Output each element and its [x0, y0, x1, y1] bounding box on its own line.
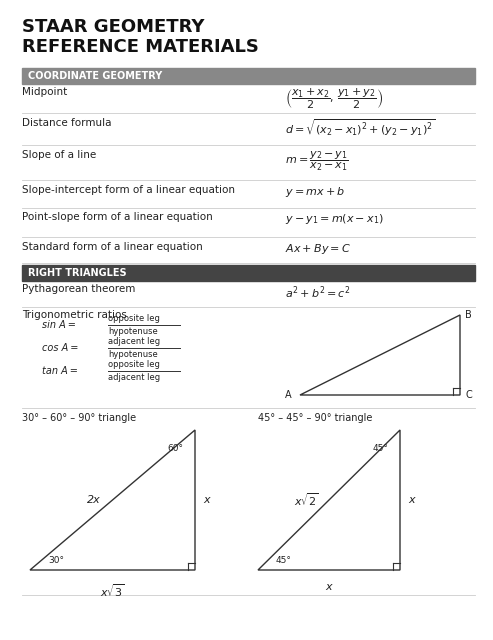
- Text: $x\sqrt{3}$: $x\sqrt{3}$: [100, 582, 125, 599]
- Text: cos A =: cos A =: [42, 343, 78, 353]
- Text: Point-slope form of a linear equation: Point-slope form of a linear equation: [22, 212, 213, 222]
- Text: hypotenuse: hypotenuse: [108, 350, 158, 359]
- Text: $d = \sqrt{(x_2-x_1)^2+(y_2-y_1)^2}$: $d = \sqrt{(x_2-x_1)^2+(y_2-y_1)^2}$: [285, 118, 435, 138]
- Text: $Ax + By = C$: $Ax + By = C$: [285, 242, 351, 256]
- Text: $a^2 + b^2 = c^2$: $a^2 + b^2 = c^2$: [285, 284, 351, 301]
- Text: adjacent leg: adjacent leg: [108, 337, 160, 346]
- Text: A: A: [285, 390, 292, 400]
- Text: $m=\dfrac{y_2-y_1}{x_2-x_1}$: $m=\dfrac{y_2-y_1}{x_2-x_1}$: [285, 150, 349, 173]
- Text: $x\sqrt{2}$: $x\sqrt{2}$: [294, 492, 319, 508]
- Text: $y - y_1 = m(x - x_1)$: $y - y_1 = m(x - x_1)$: [285, 212, 384, 226]
- Text: 30° – 60° – 90° triangle: 30° – 60° – 90° triangle: [22, 413, 136, 423]
- Text: Standard form of a linear equation: Standard form of a linear equation: [22, 242, 203, 252]
- Text: 45°: 45°: [276, 556, 292, 565]
- Text: Trigonometric ratios: Trigonometric ratios: [22, 310, 127, 320]
- Text: opposite leg: opposite leg: [108, 314, 160, 323]
- Text: 30°: 30°: [48, 556, 64, 565]
- Text: 45° – 45° – 90° triangle: 45° – 45° – 90° triangle: [258, 413, 372, 423]
- Text: sin A =: sin A =: [42, 320, 76, 330]
- Text: B: B: [465, 310, 472, 320]
- Text: hypotenuse: hypotenuse: [108, 327, 158, 336]
- Text: $\left(\dfrac{x_1+x_2}{2},\,\dfrac{y_1+y_2}{2}\right)$: $\left(\dfrac{x_1+x_2}{2},\,\dfrac{y_1+y…: [285, 87, 383, 111]
- Text: Midpoint: Midpoint: [22, 87, 67, 97]
- Text: STAAR GEOMETRY: STAAR GEOMETRY: [22, 18, 205, 36]
- Text: Distance formula: Distance formula: [22, 118, 111, 128]
- Text: COORDINATE GEOMETRY: COORDINATE GEOMETRY: [28, 71, 162, 81]
- Text: 60°: 60°: [167, 444, 183, 453]
- Text: RIGHT TRIANGLES: RIGHT TRIANGLES: [28, 268, 127, 278]
- Text: tan A =: tan A =: [42, 366, 78, 376]
- Text: $y = mx + b$: $y = mx + b$: [285, 185, 345, 199]
- Text: REFERENCE MATERIALS: REFERENCE MATERIALS: [22, 38, 259, 56]
- Text: Pythagorean theorem: Pythagorean theorem: [22, 284, 136, 294]
- Text: adjacent leg: adjacent leg: [108, 373, 160, 382]
- Text: Slope-intercept form of a linear equation: Slope-intercept form of a linear equatio…: [22, 185, 235, 195]
- Text: opposite leg: opposite leg: [108, 360, 160, 369]
- Text: x: x: [203, 495, 210, 505]
- Text: C: C: [465, 390, 472, 400]
- Text: x: x: [326, 582, 332, 592]
- Text: Slope of a line: Slope of a line: [22, 150, 96, 160]
- Text: 45°: 45°: [372, 444, 388, 453]
- Bar: [22, 265, 475, 281]
- Text: 2x: 2x: [87, 495, 101, 505]
- Bar: [22, 68, 475, 84]
- Text: x: x: [408, 495, 415, 505]
